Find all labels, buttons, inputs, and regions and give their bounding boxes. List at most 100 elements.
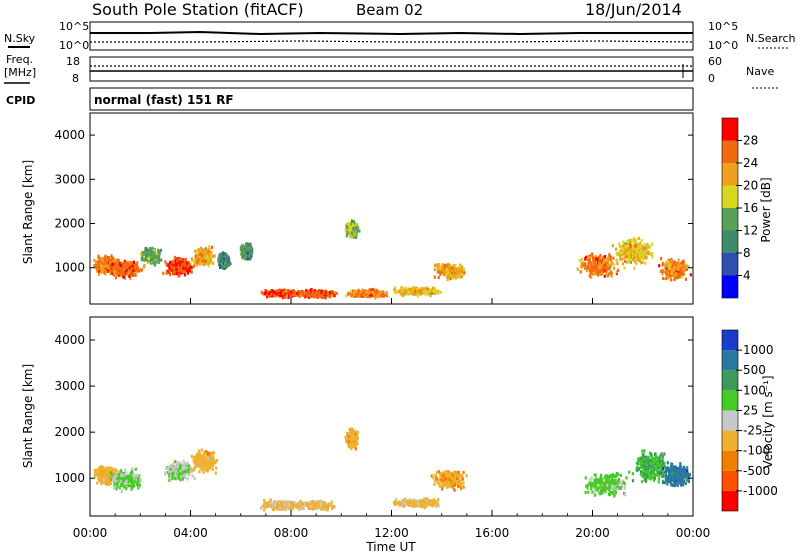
power-range-gate-cell: [153, 262, 156, 266]
power-range-gate-cell: [427, 289, 430, 293]
power-range-gate-cell: [148, 254, 151, 258]
power-range-gate-cell: [642, 246, 645, 250]
power-range-gate-cell: [114, 269, 117, 273]
power-range-gate-cell: [682, 272, 685, 276]
power-range-gate-cell: [363, 293, 366, 297]
power-range-gate-cell: [177, 274, 180, 278]
power-range-gate-cell: [136, 269, 139, 273]
power-range-gate-cell: [176, 257, 179, 261]
power-range-gate-cell: [347, 292, 350, 296]
power-range-gate-cell: [264, 292, 267, 296]
power-range-gate-cell: [616, 253, 619, 257]
power-range-gate-cell: [194, 254, 197, 258]
power-range-gate-cell: [419, 289, 422, 293]
power-range-gate-cell: [246, 255, 249, 259]
power-range-gate-cell: [626, 239, 629, 243]
power-range-gate-cell: [150, 253, 153, 257]
power-range-gate-cell: [170, 260, 174, 264]
power-range-gate-cell: [447, 266, 450, 270]
power-range-gate-cell: [209, 256, 212, 260]
power-range-gate-cell: [629, 258, 632, 262]
power-range-gate-cell: [354, 289, 357, 293]
power-range-gate-cell: [666, 260, 669, 264]
power-range-gate-cell: [421, 288, 424, 292]
power-range-gate-cell: [625, 255, 628, 259]
power-echo-region: [658, 257, 692, 282]
power-range-gate-cell: [193, 264, 196, 268]
power-range-gate-cell: [676, 265, 680, 269]
power-range-gate-cell: [459, 274, 462, 278]
power-range-gate-cell: [104, 258, 107, 262]
power-range-gate-cell: [644, 254, 647, 258]
power-range-gate-cell: [110, 269, 113, 273]
power-range-gate-cell: [172, 272, 175, 276]
power-range-gate-cell: [596, 269, 599, 273]
power-range-gate-cell: [145, 251, 149, 255]
power-range-gate-cell: [450, 269, 453, 273]
power-range-gate-cell: [451, 276, 454, 280]
power-range-gate-cell: [632, 257, 635, 261]
velocity-range-gate-cell: [129, 483, 132, 487]
velocity-range-gate-cell: [113, 483, 116, 487]
velocity-range-gate-cell: [94, 471, 98, 475]
velocity-range-gate-cell: [169, 470, 172, 474]
power-range-gate-cell: [164, 260, 167, 264]
power-range-gate-cell: [228, 262, 231, 267]
velocity-range-gate-cell: [99, 465, 102, 470]
power-range-gate-cell: [639, 245, 642, 249]
power-range-gate-cell: [183, 260, 186, 264]
power-range-gate-cell: [133, 264, 136, 268]
power-range-gate-cell: [636, 254, 639, 258]
power-range-gate-cell: [119, 263, 123, 268]
freq-label-1: Freq.: [6, 53, 33, 66]
velocity-range-gate-cell: [109, 481, 112, 486]
power-range-gate-cell: [358, 229, 361, 233]
power-range-gate-cell: [635, 257, 638, 261]
power-range-gate-cell: [660, 257, 663, 261]
power-range-gate-cell: [371, 291, 374, 295]
power-range-gate-cell: [449, 277, 452, 281]
power-range-gate-cell: [278, 288, 281, 292]
power-range-gate-cell: [355, 225, 358, 230]
velocity-range-gate-cell: [117, 472, 120, 477]
power-colorbar-tick-label: 24: [743, 156, 758, 170]
power-range-gate-cell: [248, 244, 252, 248]
power-range-gate-cell: [176, 259, 179, 263]
power-range-gate-cell: [594, 262, 597, 266]
velocity-range-gate-cell: [170, 468, 173, 473]
power-range-gate-cell: [145, 257, 148, 261]
power-range-gate-cell: [244, 252, 247, 256]
power-range-gate-cell: [180, 271, 184, 275]
power-range-gate-cell: [186, 271, 189, 275]
power-range-gate-cell: [311, 292, 314, 297]
power-range-gate-cell: [143, 255, 146, 259]
power-range-gate-cell: [350, 294, 353, 298]
power-range-gate-cell: [157, 260, 160, 264]
velocity-range-gate-cell: [96, 468, 99, 472]
power-range-gate-cell: [226, 261, 229, 265]
power-range-gate-cell: [245, 245, 248, 249]
velocity-range-gate-cell: [105, 472, 108, 476]
power-range-gate-cell: [637, 245, 640, 249]
power-range-gate-cell: [305, 288, 308, 293]
velocity-range-gate-cell: [111, 473, 114, 477]
power-range-gate-cell: [346, 225, 349, 229]
power-range-gate-cell: [454, 264, 457, 268]
power-colorbar-swatch: [722, 163, 738, 186]
power-range-gate-cell: [627, 257, 630, 261]
power-range-gate-cell: [121, 268, 124, 272]
power-range-gate-cell: [671, 263, 674, 267]
power-range-gate-cell: [96, 260, 100, 264]
power-range-gate-cell: [667, 274, 670, 278]
velocity-range-gate-cell: [124, 468, 127, 472]
power-range-gate-cell: [264, 289, 267, 293]
power-range-gate-cell: [114, 276, 118, 280]
velocity-range-gate-cell: [115, 487, 118, 491]
power-range-gate-cell: [357, 288, 360, 292]
velocity-range-gate-cell: [126, 479, 129, 484]
velocity-range-gate-cell: [133, 484, 136, 488]
power-range-gate-cell: [321, 296, 324, 300]
power-range-gate-cell: [633, 241, 636, 245]
power-echo-region: [433, 262, 466, 281]
